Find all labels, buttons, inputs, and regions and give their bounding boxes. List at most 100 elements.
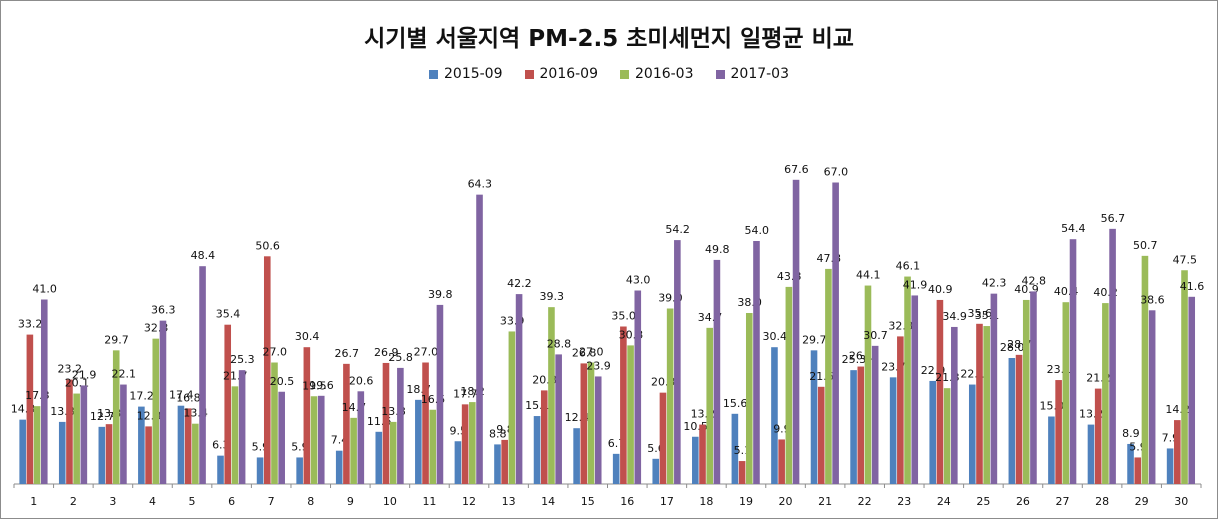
bar-2015-09-15 xyxy=(573,428,580,484)
bar-2015-09-19 xyxy=(731,413,739,484)
data-label: 27.0 xyxy=(414,346,439,359)
x-tick-label: 21 xyxy=(818,495,832,508)
data-label: 17.4 xyxy=(169,389,194,402)
bar-2015-09-30 xyxy=(1166,448,1174,484)
bar-2016-09-28 xyxy=(1094,388,1102,484)
bar-2017-03-26 xyxy=(1030,291,1037,484)
data-label: 35.6 xyxy=(968,307,993,320)
data-label: 47.5 xyxy=(1173,253,1198,266)
data-label: 27.0 xyxy=(579,346,604,359)
x-tick-label: 17 xyxy=(660,495,674,508)
data-label: 30.7 xyxy=(863,329,888,342)
x-tick-label: 5 xyxy=(189,495,196,508)
bar-2017-03-3 xyxy=(120,384,127,484)
bar-2016-09-9 xyxy=(343,363,350,484)
bar-2015-09-22 xyxy=(850,370,857,484)
bar-2015-09-24 xyxy=(929,380,937,484)
bar-2016-03-12 xyxy=(469,402,476,484)
x-tick-label: 19 xyxy=(739,495,753,508)
data-label: 46.1 xyxy=(896,260,921,273)
bar-2015-09-7 xyxy=(256,457,264,484)
data-label: 30.4 xyxy=(295,330,320,343)
bar-2015-09-26 xyxy=(1008,358,1016,484)
x-tick-label: 30 xyxy=(1174,495,1188,508)
bar-2016-03-28 xyxy=(1102,303,1109,484)
data-label: 39.8 xyxy=(428,288,453,301)
x-tick-label: 22 xyxy=(858,495,872,508)
bar-2015-09-4 xyxy=(138,406,145,484)
bar-2015-09-25 xyxy=(968,384,976,484)
data-label: 39.3 xyxy=(540,290,565,303)
bar-2015-09-11 xyxy=(415,399,422,484)
x-tick-label: 15 xyxy=(581,495,595,508)
bar-2016-09-26 xyxy=(1015,354,1023,484)
x-tick-label: 27 xyxy=(1056,495,1070,508)
bar-2016-03-22 xyxy=(864,285,872,484)
data-label: 43.0 xyxy=(626,274,651,287)
x-tick-label: 11 xyxy=(422,495,436,508)
data-label: 42.2 xyxy=(507,277,532,290)
data-label: 25.3 xyxy=(230,353,255,366)
x-tick-label: 26 xyxy=(1016,495,1030,508)
data-label: 41.9 xyxy=(903,278,928,291)
bar-2016-09-22 xyxy=(857,366,865,484)
bar-2016-09-30 xyxy=(1174,420,1181,484)
x-tick-label: 29 xyxy=(1135,495,1149,508)
bar-2016-03-23 xyxy=(904,276,911,484)
bar-2017-03-7 xyxy=(278,391,285,484)
data-label: 26.9 xyxy=(374,346,399,359)
bar-2016-09-3 xyxy=(105,424,113,484)
bar-2016-03-17 xyxy=(666,308,674,484)
data-label: 12.7 xyxy=(90,410,115,423)
legend-item-2016-09: 2016-09 xyxy=(524,66,599,82)
data-label: 26.8 xyxy=(572,346,597,359)
data-label: 27.0 xyxy=(263,346,288,359)
data-label: 64.3 xyxy=(468,178,493,191)
x-tick-label: 2 xyxy=(70,495,77,508)
bar-2016-03-30 xyxy=(1181,270,1188,484)
data-label: 54.0 xyxy=(745,224,770,237)
bar-2015-09-9 xyxy=(335,450,343,484)
bar-2015-09-12 xyxy=(454,441,462,484)
bar-2015-09-20 xyxy=(771,347,778,484)
bar-2016-09-15 xyxy=(580,363,588,484)
data-label: 41.0 xyxy=(32,283,57,296)
bar-2016-03-14 xyxy=(548,307,555,484)
x-tick-label: 6 xyxy=(228,495,235,508)
x-tick-label: 12 xyxy=(462,495,476,508)
legend-label: 2016-03 xyxy=(635,66,694,82)
x-tick-label: 13 xyxy=(502,495,516,508)
bar-2016-09-13 xyxy=(501,439,508,484)
data-label: 56.7 xyxy=(1101,212,1126,225)
bar-2017-03-17 xyxy=(674,240,681,484)
bar-2016-09-24 xyxy=(936,299,944,484)
bar-2015-09-23 xyxy=(889,377,897,484)
bar-2016-03-20 xyxy=(785,286,793,484)
bar-2017-03-24 xyxy=(951,326,958,484)
x-tick-label: 20 xyxy=(779,495,793,508)
data-label: 28.0 xyxy=(1000,341,1025,354)
data-label: 19.5 xyxy=(302,379,327,392)
data-label: 67.0 xyxy=(824,166,849,179)
data-label: 30.4 xyxy=(763,330,788,343)
bar-2017-03-2 xyxy=(80,385,88,484)
bar-2016-09-27 xyxy=(1055,380,1062,484)
bar-2015-09-8 xyxy=(296,457,303,484)
data-label: 54.2 xyxy=(665,223,690,236)
data-label: 35.4 xyxy=(216,308,241,321)
x-tick-label: 28 xyxy=(1095,495,1109,508)
bar-2015-09-27 xyxy=(1048,416,1055,484)
data-label: 19.6 xyxy=(309,379,334,392)
legend-label: 2016-09 xyxy=(539,66,599,82)
data-label: 36.3 xyxy=(151,304,176,317)
bar-2016-09-18 xyxy=(699,424,706,484)
x-tick-label: 25 xyxy=(976,495,990,508)
data-label: 38.6 xyxy=(1140,293,1165,306)
data-label: 22.1 xyxy=(111,368,136,381)
bar-2017-03-19 xyxy=(753,241,760,484)
data-label: 26.7 xyxy=(334,347,359,360)
data-label: 23.2 xyxy=(58,363,83,376)
bar-2016-09-21 xyxy=(817,386,825,484)
